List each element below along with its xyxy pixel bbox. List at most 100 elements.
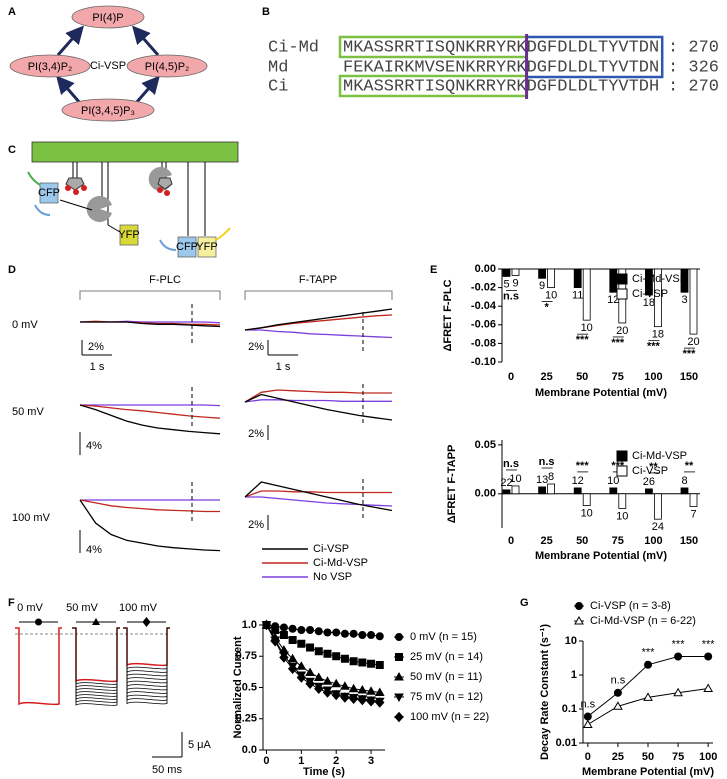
bar [511, 485, 520, 495]
legend-label: 25 mV (n = 14) [410, 651, 483, 663]
significance: *** [611, 337, 625, 349]
scale-bar-label: 1 s [276, 361, 291, 373]
n-label: 10 [545, 290, 557, 302]
stimulus [244, 290, 393, 300]
scale-bar-label: 1 s [90, 361, 105, 373]
emission-arrow [215, 227, 231, 241]
excitation-arrow [159, 239, 177, 251]
x-tick-label: 3 [368, 755, 374, 767]
marker [643, 692, 653, 701]
marker [332, 652, 341, 661]
phosphate [157, 187, 163, 193]
marker [297, 639, 306, 648]
trace [244, 393, 393, 421]
significance: n.s [503, 290, 519, 302]
x-tick-label: 150 [680, 535, 698, 547]
y-axis-label: ΔFRET F-PLC [442, 279, 454, 351]
significance: n.s [611, 675, 626, 687]
bar [547, 268, 555, 289]
legend-label: Ci-Md-VSP [313, 557, 368, 569]
trace [244, 314, 393, 331]
sequence-name: Md [268, 58, 288, 77]
column-header: F-PLC [149, 274, 181, 286]
n-label: 18 [643, 297, 655, 309]
y-tick-label: -0.08 [471, 337, 496, 349]
membrane [31, 141, 239, 163]
excitation-arrow [34, 204, 51, 216]
marker [613, 688, 622, 697]
row-label: 50 mV [12, 406, 44, 418]
row-label: 100 mV [12, 512, 51, 524]
y-tick-label: 0.25 [236, 713, 257, 725]
x-tick-label: 75 [612, 535, 624, 547]
legend-marker [575, 602, 583, 610]
marker [279, 631, 288, 639]
n-label: 7 [690, 508, 696, 520]
legend-marker [394, 711, 404, 723]
x-axis-label: Membrane Potential (mV) [535, 387, 667, 399]
y-tick-label: 0.1 [562, 703, 577, 715]
bar [645, 268, 653, 296]
y-tick-label: 0.5 [242, 681, 257, 693]
bar [654, 268, 662, 328]
n-label: 10 [616, 510, 628, 522]
marker [270, 635, 280, 647]
marker [704, 652, 713, 661]
emission-arrow [27, 171, 41, 186]
current-trace [123, 627, 170, 687]
n-label: 24 [652, 521, 664, 533]
marker [297, 626, 306, 634]
fluorophore-label: CFP [38, 187, 60, 199]
bar [689, 493, 698, 507]
marker [306, 626, 315, 634]
n-label: 26 [643, 476, 655, 488]
marker [271, 626, 280, 634]
scale-bar-label: 50 ms [152, 764, 182, 776]
fluorophore [177, 236, 197, 258]
x-tick-label: 2 [333, 755, 339, 767]
y-axis-label: Normalized Current [232, 636, 244, 738]
trace [244, 481, 393, 512]
arrow [56, 25, 84, 56]
marker [583, 712, 592, 721]
x-tick-label: 50 [576, 371, 588, 383]
trace [245, 496, 393, 507]
phosphate [81, 185, 87, 191]
scale-bar-label: 4% [86, 440, 102, 452]
significance: n.s [539, 456, 555, 468]
bar [582, 493, 591, 506]
bar [538, 268, 546, 279]
marker [287, 653, 298, 663]
stimulus [79, 290, 221, 300]
legend-marker [574, 615, 584, 625]
current-trace [72, 627, 120, 703]
n-label: 18 [652, 329, 664, 341]
trace [79, 499, 221, 552]
n-label: 10 [509, 473, 521, 485]
y-tick-label: 1.0 [242, 619, 257, 631]
y-tick-label: 0.01 [556, 737, 577, 749]
marker [366, 686, 376, 695]
current-trace [72, 627, 120, 685]
legend-label: 0 mV (n = 15) [410, 631, 477, 643]
n-label: 3 [681, 294, 687, 306]
node-label: PI(3,4)P₂ [28, 61, 73, 73]
node-label: PI(4,5)P₂ [145, 61, 190, 73]
marker [296, 661, 307, 670]
fluorophore-label: YFP [196, 241, 217, 253]
node-label: PI(4)P [92, 12, 123, 24]
x-tick-label: 100 [644, 535, 662, 547]
bar [609, 487, 618, 495]
linker [59, 199, 93, 211]
n-label: 9 [539, 280, 545, 292]
bar [511, 268, 520, 276]
x-tick-label: 50 [642, 751, 654, 763]
sequence-end: : 326 [668, 58, 719, 77]
marker [340, 681, 350, 690]
scale-bar-label: 2% [248, 519, 264, 531]
significance: *** [642, 647, 656, 659]
marker [323, 649, 332, 658]
marker [323, 628, 332, 637]
scale-bar-label: 2% [88, 341, 104, 353]
x-tick-label: 0 [508, 371, 514, 383]
